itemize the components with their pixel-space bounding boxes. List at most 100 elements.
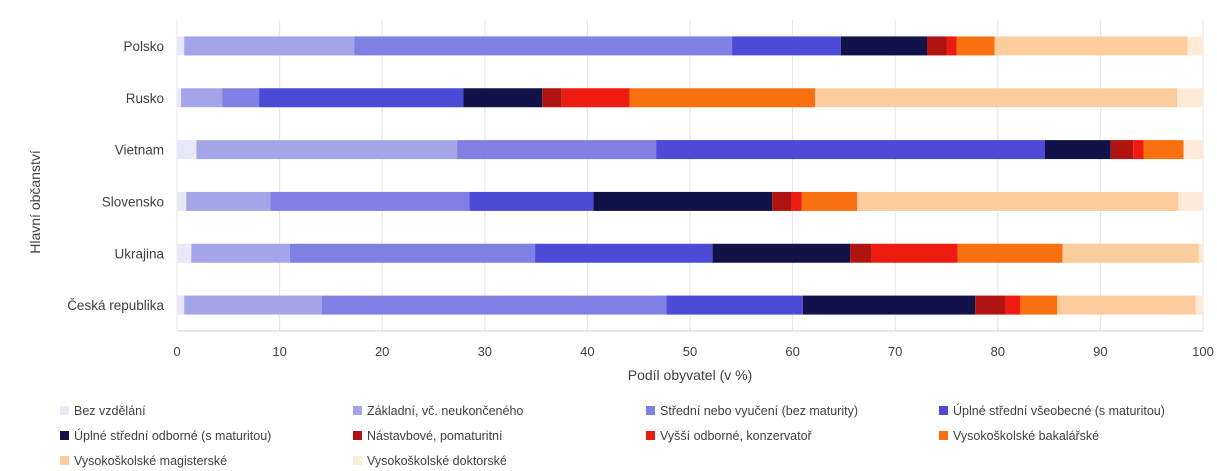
bar-segment (850, 243, 872, 263)
bar-segment (177, 295, 185, 315)
y-category-label: Česká republika (67, 298, 164, 313)
x-tick-label: 50 (683, 344, 697, 359)
legend-label: Úplné střední odborné (s maturitou) (74, 428, 271, 443)
legend-swatch (60, 456, 69, 465)
bar-segment (956, 36, 995, 56)
bar-segment (354, 36, 733, 56)
legend-label: Vyšší odborné, konzervatoř (660, 429, 813, 443)
x-tick-label: 80 (991, 344, 1005, 359)
legend-swatch (60, 406, 69, 415)
bar-segment (857, 191, 1179, 211)
bar-segment (177, 191, 187, 211)
bar-segment (542, 88, 562, 108)
bar-segment (1110, 140, 1134, 160)
bar-segment (712, 243, 851, 263)
bar-segment (666, 295, 803, 315)
gridlines (176, 20, 1204, 331)
legend-swatch (646, 406, 655, 415)
bar-segment (181, 88, 223, 108)
y-category-label: Slovensko (102, 194, 164, 209)
bar-segment (1187, 36, 1203, 56)
bar-segment (1143, 140, 1184, 160)
legend: Bez vzdělání Základní, vč. neukončeného St… (60, 403, 1165, 468)
bar-segment (815, 88, 1178, 108)
bar-segment (732, 36, 841, 56)
x-tick-label: 40 (580, 344, 594, 359)
bar-segment (184, 295, 322, 315)
bar-segment (463, 88, 543, 108)
legend-label: Vysokoškolské doktorské (367, 454, 507, 468)
bar-segment (801, 191, 858, 211)
bar-segment (994, 36, 1188, 56)
y-category-label: Rusko (126, 91, 164, 106)
x-tick-label: 90 (1093, 344, 1107, 359)
bar-segment (270, 191, 470, 211)
bar-segment (177, 243, 192, 263)
bar-segment (184, 36, 355, 56)
legend-label: Úplné střední všeobecné (s maturitou) (953, 403, 1165, 418)
x-tick-label: 0 (173, 344, 180, 359)
bar-segment (629, 88, 816, 108)
x-axis-title: Podíl obyvatel (v %) (628, 367, 753, 383)
bar-segment (802, 295, 976, 315)
bar-segment (1020, 295, 1058, 315)
bar-segment (1057, 295, 1196, 315)
bar-segment (1133, 140, 1144, 160)
legend-label: Základní, vč. neukončeného (367, 404, 523, 418)
legend-label: Střední nebo vyučení (bez maturity) (660, 404, 858, 418)
bar-segment (177, 88, 182, 108)
y-category-label: Vietnam (115, 143, 164, 158)
bar-segment (321, 295, 667, 315)
bar-segment (871, 243, 958, 263)
legend-label: Vysokoškolské magisterské (74, 454, 227, 468)
bar-segment (186, 191, 271, 211)
y-category-labels: Polsko Rusko Vietnam Slovensko Ukrajina Česká… (67, 39, 164, 313)
legend-swatch (353, 406, 362, 415)
bar-segment (656, 140, 1045, 160)
bar-segment (1195, 295, 1203, 315)
legend-swatch (60, 431, 69, 440)
bar-segment (457, 140, 657, 160)
legend-swatch (646, 431, 655, 440)
bar-segment (975, 295, 1005, 315)
bar-segment (1183, 140, 1203, 160)
x-tick-label: 30 (478, 344, 492, 359)
bar-segment (927, 36, 947, 56)
x-tick-label: 60 (785, 344, 799, 359)
bar-segment (259, 88, 464, 108)
bar-segment (772, 191, 792, 211)
bars (177, 36, 1203, 315)
legend-swatch (353, 431, 362, 440)
x-tick-label: 20 (375, 344, 389, 359)
bar-segment (593, 191, 773, 211)
bar-segment (1062, 243, 1199, 263)
legend-swatch (353, 456, 362, 465)
bar-segment (535, 243, 713, 263)
bar-segment (561, 88, 630, 108)
x-tick-label: 100 (1192, 344, 1214, 359)
x-tick-labels: 0 10 20 30 40 50 60 70 80 90 100 (173, 344, 1213, 359)
bar-segment (177, 140, 197, 160)
bar-segment (1198, 243, 1203, 263)
bar-segment (840, 36, 928, 56)
x-tick-label: 70 (888, 344, 902, 359)
bar-segment (946, 36, 957, 56)
bar-segment (196, 140, 458, 160)
legend-swatch (939, 406, 948, 415)
y-category-label: Ukrajina (114, 246, 164, 261)
bar-segment (1177, 88, 1203, 108)
bar-segment (177, 36, 185, 56)
bar-segment (791, 191, 802, 211)
bar-segment (1044, 140, 1111, 160)
y-axis-title: Hlavní občanství (27, 150, 43, 254)
legend-label: Vysokoškolské bakalářské (953, 429, 1099, 443)
bar-segment (191, 243, 290, 263)
bar-segment (289, 243, 536, 263)
bar-segment (1178, 191, 1203, 211)
bar-segment (222, 88, 260, 108)
bar-segment (957, 243, 1063, 263)
bar-segment (1004, 295, 1021, 315)
x-tick-label: 10 (272, 344, 286, 359)
legend-label: Nástavbové, pomaturitní (367, 429, 503, 443)
